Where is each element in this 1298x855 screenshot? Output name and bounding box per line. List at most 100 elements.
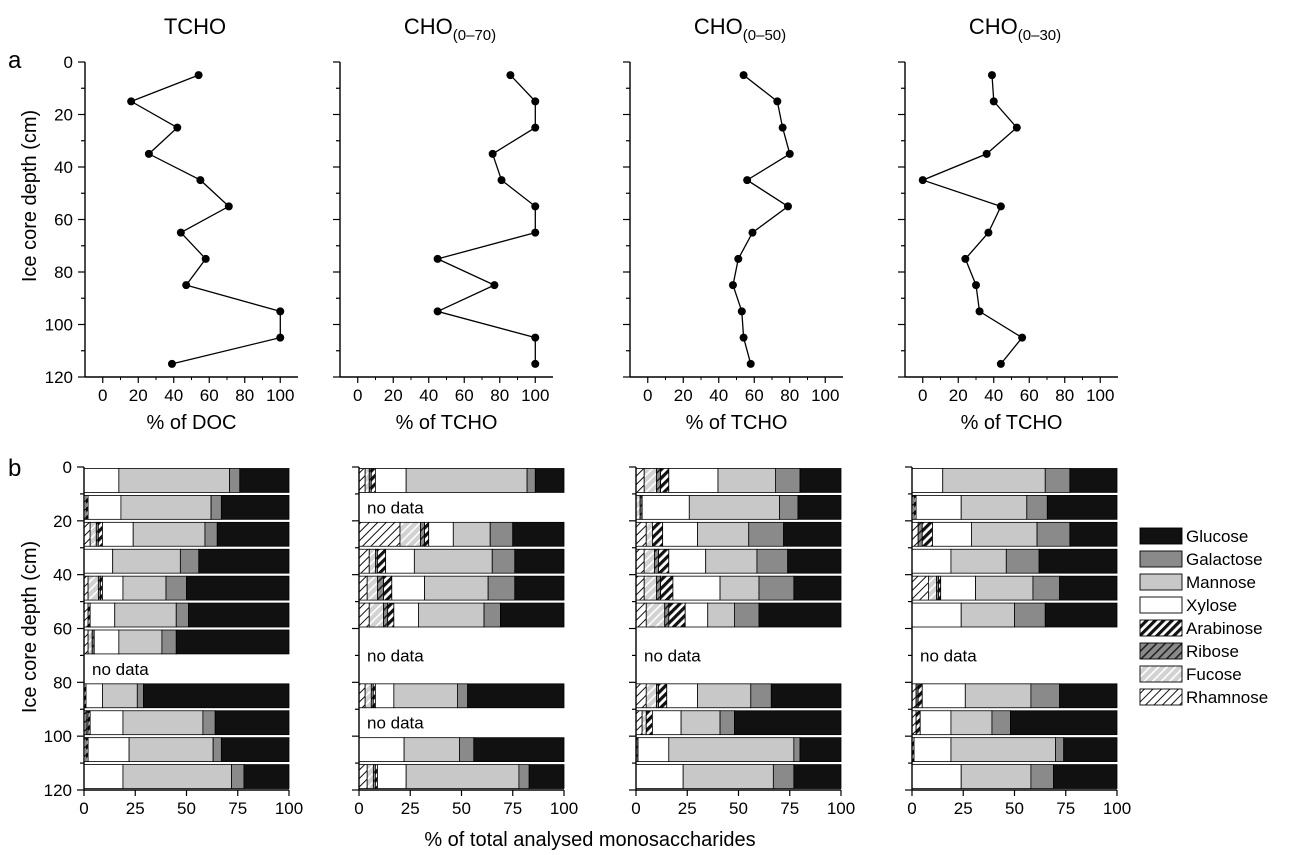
bar-segment-galactose [756,548,789,574]
bar-segment-glucose [534,468,565,493]
bar-segment-galactose [212,737,222,762]
bar-segment-xylose [641,495,690,520]
panel-b-chart-1: no data 0 20 40 60 80 100 120 0 25 50 75 100 [44,458,304,818]
bar-segment-arabinose [660,575,674,601]
bottom-axis-label: % of total analysed monosaccharides [424,829,755,851]
x-tick-label: 25 [678,799,697,818]
legend: Glucose Galactose Mannose Xylose Arabinose Ri… [1139,527,1268,707]
data-point [783,202,792,211]
x-tick-label: 20 [384,386,403,405]
x-tick-label: 0 [631,799,640,818]
bar-segment-fucose [645,683,657,709]
bar-segment-glucose [799,737,842,762]
bar-segment-mannose [413,548,493,574]
data-point [984,228,993,237]
x-tick-label: 0 [353,386,362,405]
x-tick-label: 80 [235,386,254,405]
bar-segment-fucose [643,575,657,601]
data-point [490,281,499,290]
bar-segment-xylose [87,737,130,762]
bar-segment-galactose [1030,764,1054,789]
data-point [531,123,540,132]
y-tick-label: 120 [44,781,72,800]
chart-title: CHO(0–70) [404,14,496,44]
data-point [785,149,794,158]
bar-segment-rhamnose [358,575,368,601]
bar-segment-galactose [179,548,200,574]
x-tick-label: 60 [745,386,764,405]
data-point [739,333,748,342]
bar-segment-galactose [1005,548,1040,574]
data-point [987,71,996,80]
bar-segment-xylose [393,602,419,628]
panel-a-chart-3: CHO(0–50) 0 20 40 60 80 100 % of TCHO [623,14,843,434]
bar-segment-rhamnose [358,548,370,574]
data-point [506,71,515,80]
bar-segment-glucose [1038,548,1118,574]
data-point [433,307,442,316]
bar-segment-xylose [83,468,120,493]
x-tick-label: 0 [918,386,927,405]
bar-segment-arabinose [658,683,668,709]
bar-segment-xylose [932,521,972,547]
bar-segment-glucose [143,683,290,709]
bar-segment-arabinose [424,521,430,547]
data-point [1012,123,1021,132]
data-point [497,176,506,185]
bar-segment-fucose [89,521,97,547]
series-line [129,74,281,365]
bar-segment-mannose [717,468,776,493]
bar-segment-xylose [89,602,116,628]
y-axis-label-b: Ice core depth (cm) [19,541,41,713]
bar-segment-rhamnose [358,468,366,493]
x-tick-label: 0 [643,386,652,405]
x-tick-label: 100 [550,799,578,818]
bar-segment-fucose [364,468,370,493]
bar-segment-xylose [684,602,709,628]
data-point [224,202,233,211]
bar-segment-arabinose [377,548,387,574]
no-data-label: no data [367,646,424,665]
y-tick-label: 20 [54,106,73,125]
data-point [176,228,185,237]
data-point [194,71,203,80]
y-axis-label-a: Ice core depth (cm) [19,110,41,282]
bar-segment-arabinose [97,521,103,547]
bar-segment-arabinose [668,602,686,628]
data-point [996,359,1005,368]
bar-segment-mannose [942,468,1046,493]
panel-b-chart-4: no data 0 25 50 75 100 [905,466,1131,818]
data-point [778,123,787,132]
data-point [982,149,991,158]
bar-segment-mannose [971,521,1038,547]
bar-segment-galactose [231,764,245,789]
bar-segment-glucose [220,495,290,520]
legend-swatch-rhamnose [1139,688,1183,706]
bar-segment-fucose [368,602,385,628]
x-tick-label: 75 [228,799,247,818]
bar-segment-ribose [917,521,923,547]
x-tick-label: 75 [1056,799,1075,818]
bar-segment-xylose [668,468,719,493]
data-point [182,281,191,290]
bar-segment-glucose [787,548,842,574]
bar-segment-ribose [656,468,661,493]
no-data-label: no data [367,714,424,733]
bar-segment-glucose [1069,521,1118,547]
bar-segment-galactose [1032,575,1060,601]
data-point [531,333,540,342]
bar-segment-glucose [1059,683,1118,709]
data-point [276,333,285,342]
bar-segment-xylose [377,764,407,789]
data-point [201,254,210,263]
data-point [961,254,970,263]
bar-segment-fucose [928,575,938,601]
bar-segment-rhamnose [358,764,368,789]
bar-segment-fucose [645,602,666,628]
legend-label: Rhamnose [1186,688,1268,707]
bar-segment-ribose [654,548,659,574]
bar-segment-glucose [793,764,842,789]
data-point [531,228,540,237]
bar-segment-mannose [682,764,774,789]
